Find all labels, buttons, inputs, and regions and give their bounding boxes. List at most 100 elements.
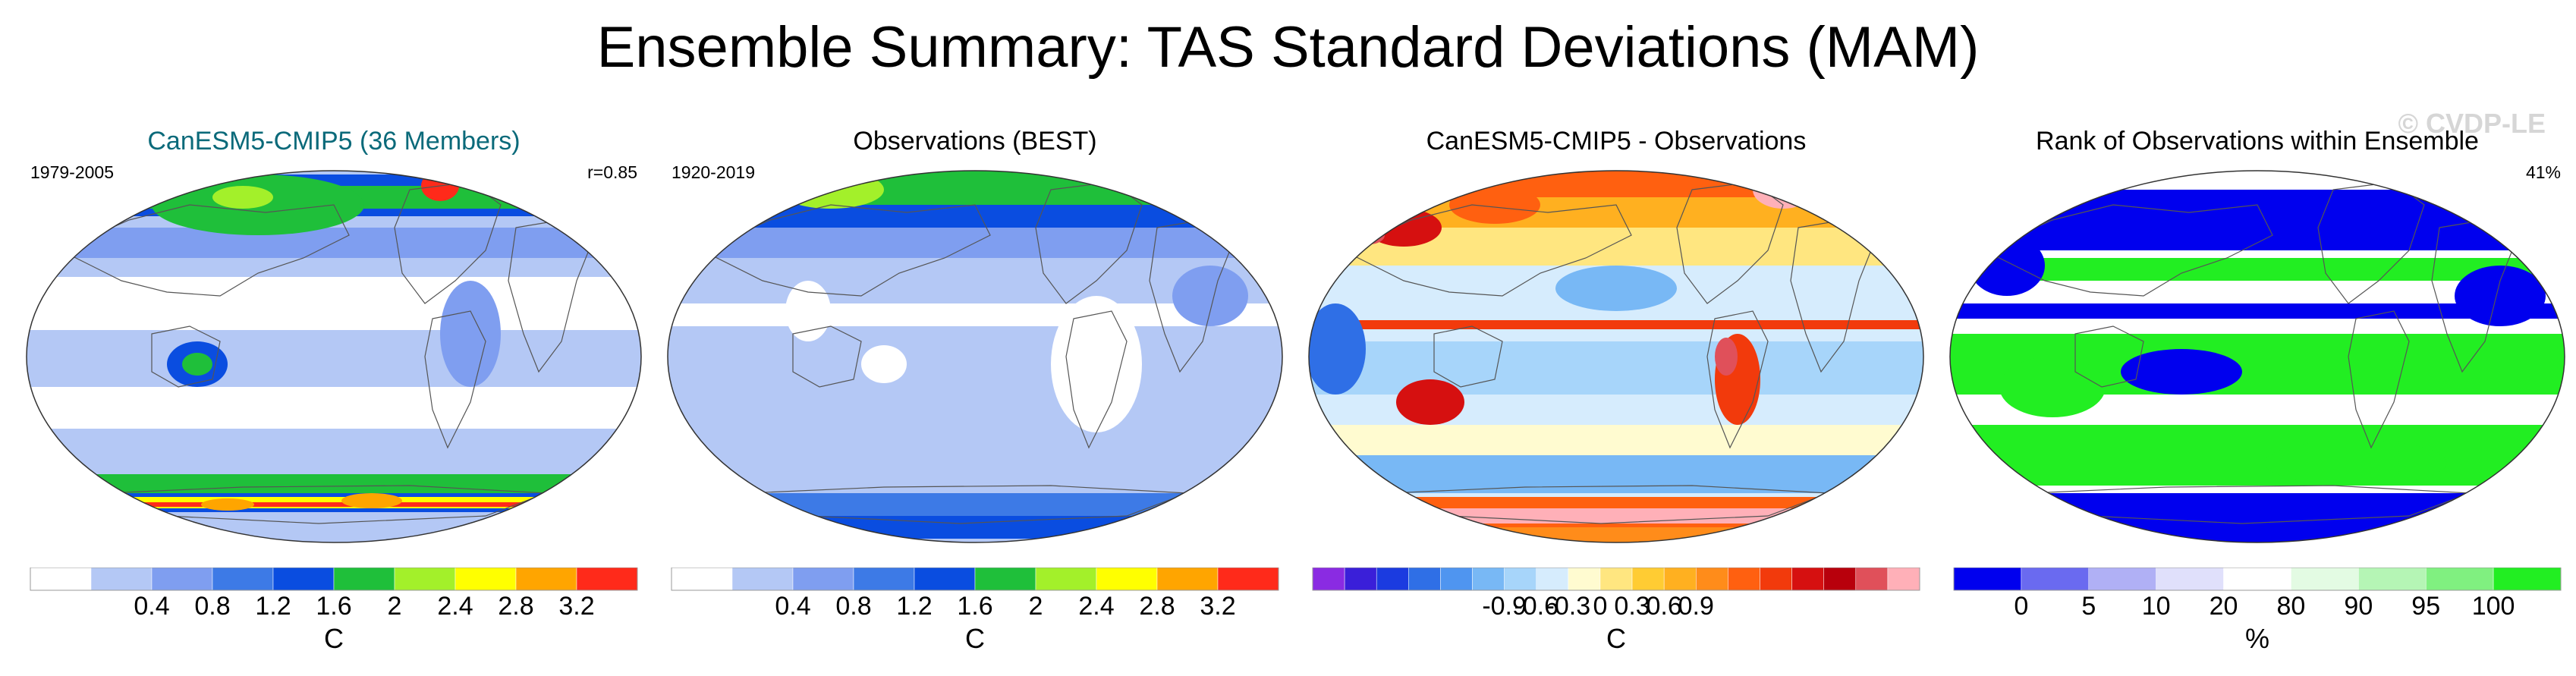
- colorbar-rank: 0 5 10 20 80 90 95 100: [1953, 568, 2562, 621]
- map-band: [668, 205, 1282, 228]
- panel-model-stddev: CanESM5-CMIP5 (36 Members) 1979-2005 r=0…: [15, 114, 653, 668]
- map-band: [1309, 527, 1923, 542]
- map-blob: [1999, 357, 2106, 417]
- map-band: [668, 493, 1282, 516]
- colorbar-swatch: [853, 568, 915, 591]
- continent-outline: [1065, 310, 1128, 449]
- colorbar-swatch: [272, 568, 335, 591]
- map-band: [27, 516, 641, 542]
- map-blob: [1753, 171, 1813, 209]
- map-blob: [1715, 338, 1738, 376]
- colorbar-swatch: [2291, 568, 2359, 591]
- colorbar-tick-label: 2.4: [1078, 592, 1114, 621]
- map-band: [1309, 320, 1923, 329]
- map-blob: [1172, 266, 1248, 326]
- colorbar-tick-label: 1.2: [896, 592, 932, 621]
- colorbar-swatch: [1663, 568, 1697, 591]
- map-difference: [1308, 170, 1924, 543]
- colorbar-tick-label: 10: [2142, 592, 2171, 621]
- colorbar-tick-label: 0.3: [1614, 592, 1650, 621]
- map-band: [1950, 258, 2565, 281]
- colorbar-swatch: [1823, 568, 1857, 591]
- map-border: [26, 170, 642, 543]
- colorbar-difference: -0.9-0.6-0.3 0 0.30.60.9: [1312, 568, 1920, 621]
- map-band: [668, 539, 1282, 542]
- continent-outline: [1433, 325, 1503, 388]
- colorbar-swatch: [1440, 568, 1473, 591]
- colorbar-swatch: [1728, 568, 1760, 591]
- map-field: [668, 171, 1282, 542]
- continent-outline: [59, 204, 350, 297]
- map-band: [1950, 410, 2565, 425]
- continent-outline: [1388, 485, 1829, 524]
- map-blob: [785, 281, 831, 341]
- map-blob: [2455, 266, 2546, 326]
- colorbar-swatch: [1156, 568, 1219, 591]
- colorbar-tick-label: 1.6: [957, 592, 992, 621]
- panel-title: Rank of Observations within Ensemble: [2036, 127, 2479, 156]
- map-band: [27, 429, 641, 470]
- colorbar-swatch: [1953, 568, 2022, 591]
- period-label: 1920-2019: [672, 162, 755, 182]
- map-blob: [2272, 190, 2364, 235]
- map-band: [1950, 425, 2565, 486]
- colorbar-tick-label: 3.2: [558, 592, 594, 621]
- colorbar-tick-label: 0: [2014, 592, 2028, 621]
- map-band: [1950, 493, 2565, 542]
- map-blob: [212, 186, 273, 209]
- map-band: [1309, 455, 1923, 493]
- colorbar-swatch: [1791, 568, 1824, 591]
- colorbar-swatch: [1344, 568, 1377, 591]
- map-band: [1309, 395, 1923, 425]
- map-field: [1950, 171, 2565, 542]
- continent-outline: [424, 310, 486, 449]
- map-blob: [2265, 440, 2447, 486]
- continent-outline: [2348, 310, 2410, 449]
- map-blob: [1555, 266, 1677, 311]
- colorbar-tick-label: 2.4: [437, 592, 473, 621]
- colorbar-tick-label: 0.4: [134, 592, 169, 621]
- map-band: [27, 330, 641, 387]
- colorbar-frame: [1953, 568, 2562, 591]
- map-model-stddev: [26, 170, 642, 543]
- colorbar-swatch: [1887, 568, 1920, 591]
- colorbar-tick-label: 3.2: [1200, 592, 1235, 621]
- colorbar-swatch: [576, 568, 638, 591]
- map-blob: [1309, 303, 1366, 395]
- map-blob: [440, 281, 501, 387]
- colorbar-swatch: [1631, 568, 1665, 591]
- map-band: [1309, 425, 1923, 455]
- watermark: © CVDP-LE: [2398, 108, 2546, 139]
- colorbar-swatch: [333, 568, 395, 591]
- colorbar-swatch: [212, 568, 274, 591]
- map-blob: [182, 353, 212, 376]
- map-blob: [1396, 379, 1464, 425]
- map-band: [668, 326, 1282, 410]
- map-field: [27, 171, 641, 542]
- colorbar-swatch: [731, 568, 794, 591]
- map-blob: [2121, 349, 2242, 395]
- panel-rank: Rank of Observations within Ensemble 41%…: [1939, 114, 2576, 668]
- colorbar-frame: [671, 568, 1279, 591]
- map-blob: [1354, 226, 1385, 244]
- panel-title: CanESM5-CMIP5 (36 Members): [147, 127, 521, 156]
- continent-outline: [700, 204, 991, 297]
- panel-title: Observations (BEST): [853, 127, 1097, 156]
- colorbar-swatch: [1536, 568, 1569, 591]
- continent-outline: [1341, 204, 1632, 297]
- colorbar-tick-label: 100: [2472, 592, 2515, 621]
- colorbar-tick-label: 2.8: [1139, 592, 1175, 621]
- colorbar-swatch: [454, 568, 517, 591]
- colorbar-tick-label: 90: [2344, 592, 2373, 621]
- map-blob: [1969, 235, 2045, 296]
- colorbar-tick-label: 0.8: [194, 592, 230, 621]
- continent-outline: [1706, 310, 1769, 449]
- colorbar-unit-label: %: [2244, 623, 2269, 654]
- map-blob: [1051, 296, 1142, 432]
- colorbar-tick-label: 80: [2277, 592, 2306, 621]
- colorbar-swatch: [515, 568, 577, 591]
- colorbar-swatch: [1504, 568, 1536, 591]
- map-band: [27, 502, 641, 507]
- colorbar-frame: [30, 568, 638, 591]
- map-blob: [1449, 186, 1540, 224]
